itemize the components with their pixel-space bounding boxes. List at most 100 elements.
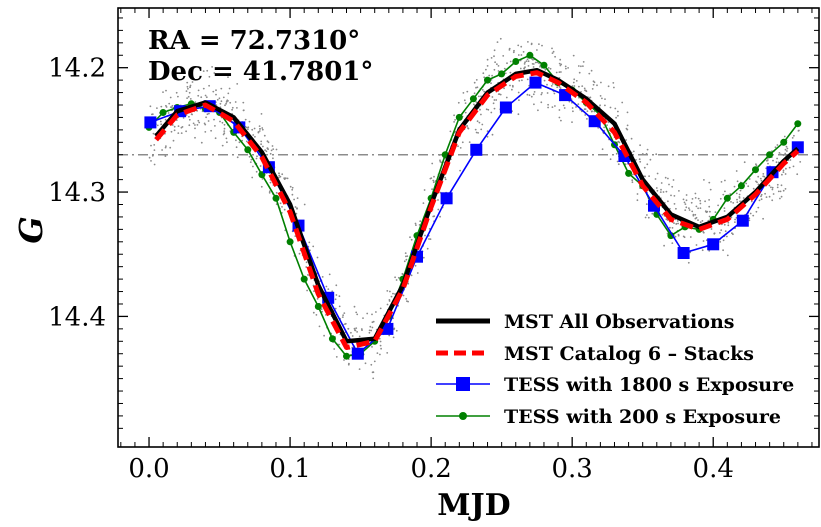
observation-dot: [312, 311, 315, 314]
observation-dot: [584, 114, 587, 116]
observation-dot: [194, 136, 196, 139]
observation-dot: [490, 111, 493, 114]
observation-dot: [513, 49, 515, 52]
observation-dot: [480, 95, 482, 98]
observation-dot: [517, 91, 520, 94]
observation-dot: [739, 189, 742, 192]
observation-dot: [253, 127, 256, 130]
observation-dot: [459, 147, 462, 149]
observation-dot: [565, 67, 567, 70]
observation-dot: [461, 141, 464, 144]
observation-dot: [208, 84, 211, 87]
observation-dot: [732, 202, 735, 204]
observation-dot: [338, 305, 341, 308]
observation-dot: [433, 215, 436, 218]
observation-dot: [335, 284, 338, 287]
observation-dot: [236, 83, 239, 85]
observation-dot: [768, 184, 771, 187]
observation-dot: [150, 144, 152, 147]
observation-dot: [424, 234, 426, 237]
observation-dot: [459, 169, 461, 172]
observation-dot: [631, 181, 634, 184]
observation-dot: [551, 83, 554, 85]
observation-dot: [536, 61, 539, 64]
observation-dot: [162, 91, 164, 93]
observation-dot: [457, 101, 460, 104]
observation-dot: [713, 232, 716, 235]
observation-dot: [539, 65, 541, 68]
tess-200-point: [272, 194, 280, 202]
observation-dot: [541, 92, 543, 94]
observation-dot: [719, 232, 721, 234]
observation-dot: [759, 177, 762, 180]
observation-dot: [523, 68, 526, 70]
observation-dot: [395, 279, 398, 281]
observation-dot: [200, 96, 203, 99]
observation-dot: [334, 298, 337, 301]
x-tick-label: 0.2: [410, 454, 451, 484]
observation-dot: [730, 216, 733, 219]
observation-dot: [334, 307, 337, 310]
observation-dot: [563, 107, 566, 109]
observation-dot: [582, 65, 584, 67]
series-layer: [144, 51, 804, 360]
observation-dot: [342, 314, 344, 317]
observation-dot: [706, 210, 709, 213]
observation-dot: [694, 192, 697, 195]
observation-dot: [261, 178, 264, 180]
observation-dot: [267, 148, 269, 151]
observation-dot: [796, 173, 799, 176]
observation-dot: [491, 133, 494, 136]
observation-dot: [762, 175, 765, 178]
observation-dot: [171, 104, 174, 107]
observation-dot: [677, 234, 680, 237]
observation-dot: [152, 132, 155, 135]
tess-200-point: [625, 169, 633, 177]
observation-dot: [225, 137, 228, 140]
observation-dot: [218, 97, 221, 100]
observation-dot: [208, 75, 211, 78]
observation-dot: [709, 188, 712, 191]
observation-dot: [520, 45, 523, 48]
observation-dot: [689, 236, 692, 238]
observation-dot: [697, 219, 699, 222]
observation-dot: [356, 313, 359, 316]
observation-dot: [752, 187, 755, 190]
observation-dot: [185, 114, 188, 116]
observation-dot: [645, 203, 648, 206]
observation-dot: [355, 311, 358, 314]
observation-dot: [496, 41, 499, 43]
observation-dot: [431, 188, 433, 191]
observation-dot: [694, 217, 697, 220]
observation-dot: [762, 217, 764, 220]
observation-dot: [477, 132, 479, 134]
observation-dot: [370, 363, 373, 366]
observation-dot: [338, 295, 341, 298]
observation-dot: [493, 55, 495, 58]
observation-dot: [270, 149, 273, 152]
observation-dot: [699, 199, 702, 202]
observation-dot: [156, 107, 158, 109]
observation-dot: [462, 92, 465, 94]
observation-dot: [669, 226, 671, 229]
observation-dot: [369, 325, 372, 328]
observation-dot: [736, 198, 738, 201]
observation-dot: [558, 116, 561, 119]
observation-dot: [453, 121, 455, 123]
observation-dot: [175, 91, 178, 94]
observation-dot: [182, 117, 185, 119]
observation-dot: [205, 116, 208, 119]
observation-dot: [350, 331, 352, 334]
observation-dot: [165, 106, 168, 108]
observation-dot: [194, 127, 196, 130]
observation-dot: [307, 274, 309, 276]
observation-dot: [466, 125, 469, 127]
observation-dot: [538, 43, 540, 45]
observation-dot: [467, 127, 470, 130]
observation-dot: [575, 106, 577, 108]
observation-dot: [722, 239, 725, 242]
observation-dot: [249, 161, 252, 164]
x-axis-label: MJD: [437, 488, 510, 523]
observation-dot: [749, 212, 752, 215]
observation-dot: [416, 272, 419, 274]
